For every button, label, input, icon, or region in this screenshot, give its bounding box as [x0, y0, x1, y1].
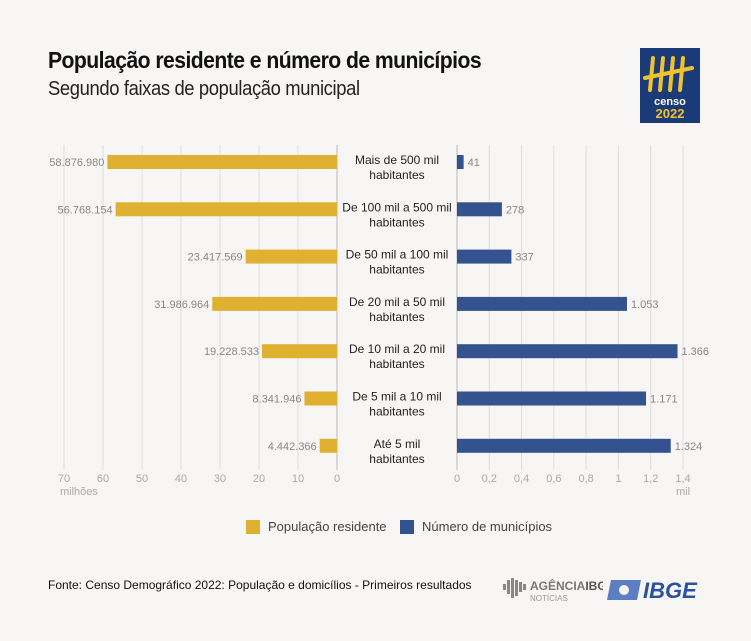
category-label: habitantes [369, 263, 424, 277]
category-label: habitantes [369, 215, 424, 229]
bar-municipios [457, 391, 647, 406]
axis-unit-right: mil [676, 486, 690, 498]
bar-municipios [457, 249, 512, 264]
tick-label-right: 0,4 [514, 473, 529, 485]
category-label: De 50 mil a 100 mil [346, 248, 449, 262]
bar-municipios [457, 438, 671, 453]
category-label: habitantes [369, 310, 424, 324]
tick-label-right: 0,2 [482, 473, 497, 485]
bar-populacao [245, 249, 337, 264]
bar-municipios [457, 155, 464, 169]
chart: 70 60 50 40 30 20 10 0 milhões 0 0,2 0,4 0,6 0,8 1 1,2 1… [49, 145, 710, 498]
data-label-populacao: 58.876.980 [49, 157, 104, 169]
tick-label-right: 0 [454, 473, 460, 485]
bar-populacao [212, 296, 337, 311]
legend-label: População residente [268, 519, 387, 534]
legend-item-municipios: Número de municípios [400, 519, 552, 534]
tick-label-right: 0,8 [578, 473, 593, 485]
bar-municipios [457, 202, 502, 217]
data-label-municipios: 1.171 [650, 394, 678, 406]
tick-label-left: 40 [175, 473, 187, 485]
bar-municipios [457, 296, 627, 311]
data-label-municipios: 1.053 [631, 299, 659, 311]
data-label-populacao: 4.442.366 [268, 441, 317, 453]
category-label: De 100 mil a 500 mil [342, 200, 451, 214]
bar-municipios [457, 344, 678, 359]
agencia-ibge-logo: AGÊNCIAIBGE NOTÍCIAS [503, 576, 615, 609]
tick-label-right: 1,2 [643, 473, 658, 485]
tick-label-left: 20 [253, 473, 265, 485]
category-label: habitantes [369, 452, 424, 466]
category-label: Até 5 mil [374, 437, 421, 451]
category-label: habitantes [369, 168, 424, 182]
data-label-populacao: 31.986.964 [154, 299, 209, 311]
tick-label-right: 0,6 [546, 473, 561, 485]
category-label: De 5 mil a 10 mil [352, 390, 441, 404]
tick-label-left: 60 [97, 473, 109, 485]
category-label: habitantes [369, 405, 424, 419]
tick-label-left: 50 [136, 473, 148, 485]
svg-text:IBGE: IBGE [643, 578, 698, 603]
data-label-populacao: 19.228.533 [204, 346, 259, 358]
legend-label: Número de municípios [422, 519, 553, 534]
axis-unit-left: milhões [60, 486, 98, 498]
data-label-populacao: 8.341.946 [253, 394, 302, 406]
bar-populacao [262, 344, 337, 359]
category-label: habitantes [369, 357, 424, 371]
svg-text:censo: censo [654, 96, 686, 108]
data-label-populacao: 56.768.154 [58, 204, 113, 216]
bar-populacao [319, 438, 337, 453]
data-label-municipios: 337 [515, 252, 533, 264]
category-label: De 20 mil a 50 mil [349, 295, 445, 309]
bar-populacao [304, 391, 337, 406]
page-subtitle: Segundo faixas de população municipal [48, 78, 360, 100]
bar-populacao [115, 202, 337, 217]
category-label: Mais de 500 mil [355, 153, 439, 167]
svg-text:NOTÍCIAS: NOTÍCIAS [530, 594, 568, 603]
censo-2022-logo: censo 2022 [640, 48, 700, 123]
data-label-municipios: 1.324 [675, 441, 703, 453]
data-label-municipios: 278 [506, 204, 524, 216]
category-label: De 10 mil a 20 mil [349, 342, 445, 356]
svg-text:AGÊNCIAIBGE: AGÊNCIAIBGE [530, 578, 603, 593]
tick-label-left: 0 [334, 473, 340, 485]
bar-populacao [107, 155, 337, 169]
legend-item-populacao: População residente [246, 519, 387, 534]
source-note: Fonte: Censo Demográfico 2022: População… [48, 578, 472, 592]
tick-label-left: 70 [58, 473, 70, 485]
legend-swatch-populacao [246, 519, 260, 534]
tick-label-left: 30 [214, 473, 226, 485]
tick-label-right: 1,4 [675, 473, 690, 485]
data-label-populacao: 23.417.569 [188, 252, 243, 264]
ibge-logo: IBGE [607, 576, 702, 609]
tick-label-right: 1 [615, 473, 621, 485]
svg-text:2022: 2022 [656, 106, 685, 121]
data-label-municipios: 1.366 [682, 346, 710, 358]
page-title: População residente e número de municípi… [48, 47, 482, 73]
data-label-municipios: 41 [468, 157, 480, 169]
tick-label-left: 10 [292, 473, 304, 485]
legend-swatch-municipios [400, 519, 414, 534]
